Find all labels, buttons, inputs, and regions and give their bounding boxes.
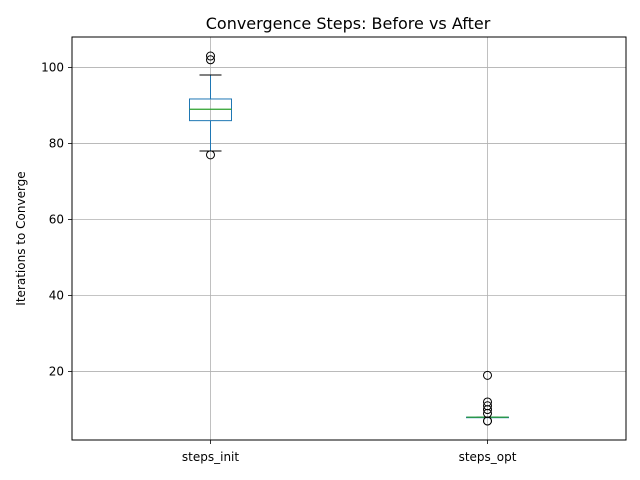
box-series: [189, 51, 509, 426]
chart-title: Convergence Steps: Before vs After: [206, 14, 491, 33]
outlier-point: [483, 397, 492, 407]
box-group-steps_init: [189, 51, 232, 160]
outlier-point: [206, 150, 215, 160]
y-tick-label: 80: [49, 136, 64, 150]
box-group-steps_opt: [466, 370, 509, 426]
outlier-point: [483, 370, 492, 380]
x-tick-label: steps_init: [182, 450, 239, 464]
outlier-point: [206, 55, 215, 65]
plot-area-frame: [71, 36, 627, 441]
x-axis-ticks: steps_init steps_opt: [182, 440, 517, 464]
y-tick-label: 20: [49, 365, 64, 379]
y-tick-label: 100: [41, 60, 64, 74]
y-tick-label: 60: [49, 212, 64, 226]
y-axis-label: Iterations to Converge: [14, 171, 28, 305]
outlier-point: [206, 51, 215, 61]
outlier-point: [483, 401, 492, 411]
y-axis-ticks: 20 40 60 80 100: [41, 60, 72, 379]
grid-lines: [72, 37, 626, 440]
y-tick-label: 40: [49, 289, 64, 303]
x-tick-label: steps_opt: [459, 450, 517, 464]
